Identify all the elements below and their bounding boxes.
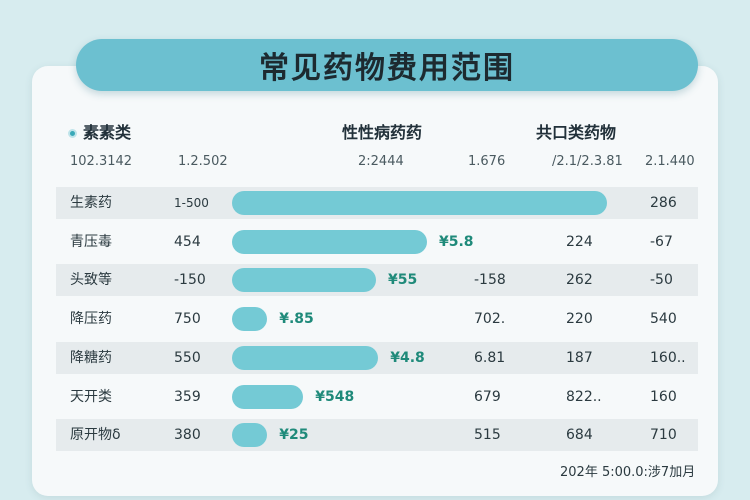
row-name: 头致等 (70, 272, 112, 289)
table-row: 降压药 750 ¥.85 702. 220 540 (56, 303, 698, 335)
row-value-5: -67 (650, 233, 673, 250)
bar (232, 423, 268, 448)
row-value-4: 187 (566, 349, 593, 366)
table-row: 头致等 -150 ¥55 -158 262 -50 (56, 264, 698, 297)
subheader-3: 2:2444 (358, 154, 404, 169)
bar-label: ¥.85 (279, 311, 314, 328)
bar (232, 345, 379, 370)
row-value-5: 710 (650, 427, 677, 444)
row-value-5: 160.. (650, 349, 686, 366)
row-value-1: 454 (174, 233, 201, 250)
header-antibiotics: 素素类 (68, 119, 131, 143)
bar-label: ¥548 (315, 388, 355, 405)
row-name: 生素药 (70, 195, 112, 211)
row-value-1: 1-500 (174, 196, 209, 210)
row-name: 青压毒 (70, 233, 112, 250)
subheader-1: 102.3142 (70, 154, 133, 169)
bar-label: ¥4.8 (390, 349, 425, 366)
row-value-5: -50 (650, 272, 673, 289)
table-row: 青压毒 454 ¥5.8 224 -67 (56, 226, 698, 258)
row-value-4: 262 (566, 272, 593, 289)
row-value-1: 550 (174, 349, 201, 366)
bullet-icon (68, 129, 77, 138)
row-value-1: 750 (174, 311, 201, 328)
row-value-5: 286 (650, 195, 677, 211)
footer-date: 202年 5:00.0:涉7加月 (560, 465, 696, 480)
bar (232, 307, 268, 332)
bar (232, 384, 304, 409)
row-name: 原开物δ (70, 427, 121, 444)
table-row: 天开类 359 ¥548 679 822.. 160 (56, 381, 698, 413)
row-value-3: 702. (474, 311, 506, 328)
page-title: 常见药物费用范围 (76, 39, 698, 91)
row-value-1: 380 (174, 427, 201, 444)
bar (232, 191, 607, 215)
bar-label: ¥55 (388, 272, 418, 289)
row-value-5: 540 (650, 311, 677, 328)
row-name: 天开类 (70, 388, 112, 405)
bar (232, 229, 427, 254)
bar (232, 268, 376, 293)
row-value-3: 679 (474, 388, 501, 405)
subheader-4: 1.676 (468, 154, 506, 169)
row-value-3: 6.81 (474, 349, 506, 366)
row-value-4: 224 (566, 233, 593, 250)
row-value-1: 359 (174, 388, 201, 405)
row-name: 降压药 (70, 311, 112, 328)
table-row: 生素药 1-500 286 (56, 187, 698, 219)
row-value-4: 684 (566, 427, 593, 444)
row-name: 降糖药 (70, 349, 112, 366)
table-row: 原开物δ 380 ¥25 515 684 710 (56, 419, 698, 452)
row-value-1: -150 (174, 272, 206, 289)
bar-label: ¥25 (279, 427, 309, 444)
bar-label: ¥5.8 (439, 233, 474, 250)
header-oral: 共口类药物 (536, 123, 617, 142)
header-antibiotics-label: 素素类 (83, 123, 132, 142)
header-chronic: 性性病药药 (342, 123, 423, 142)
subheader-5: /2.1/2.3.81 (552, 154, 623, 169)
row-value-4: 822.. (566, 388, 602, 405)
subheader-2: 1.2.502 (178, 154, 228, 169)
row-value-5: 160 (650, 388, 677, 405)
table-row: 降糖药 550 ¥4.8 6.81 187 160.. (56, 341, 698, 374)
row-value-3: -158 (474, 272, 506, 289)
row-value-4: 220 (566, 311, 593, 328)
row-value-3: 515 (474, 427, 501, 444)
subheader-6: 2.1.440 (645, 154, 695, 169)
